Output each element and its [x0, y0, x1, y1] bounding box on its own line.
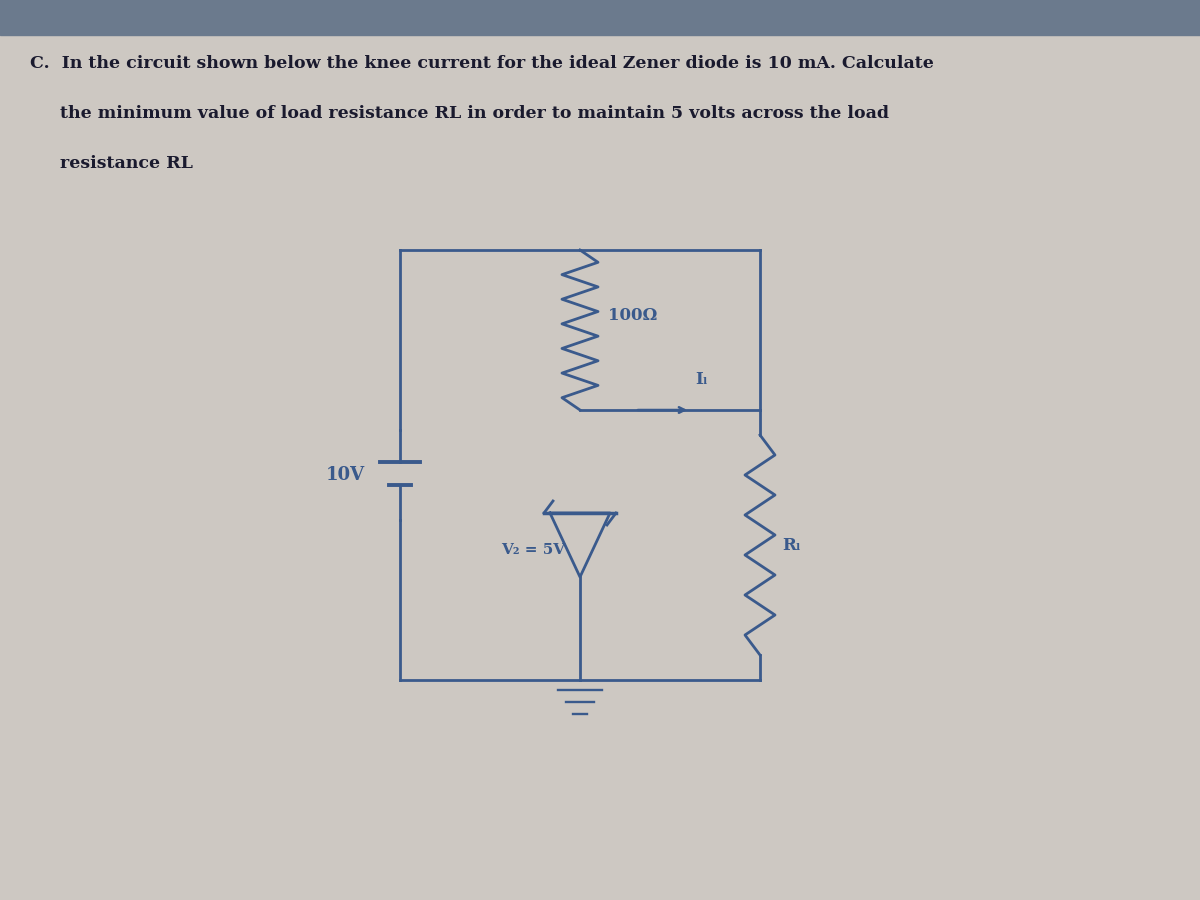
Text: Rₗ: Rₗ	[782, 536, 800, 554]
Text: 10V: 10V	[326, 466, 365, 484]
Text: resistance RL: resistance RL	[30, 155, 193, 172]
Text: the minimum value of load resistance RL in order to maintain 5 volts across the : the minimum value of load resistance RL …	[30, 105, 889, 122]
Text: C.  In the circuit shown below the knee current for the ideal Zener diode is 10 : C. In the circuit shown below the knee c…	[30, 55, 934, 72]
Text: Iₗ: Iₗ	[695, 371, 708, 388]
Text: 100Ω: 100Ω	[608, 307, 658, 323]
Text: V₂ = 5V: V₂ = 5V	[500, 543, 565, 557]
Bar	[0, 0, 1200, 35]
